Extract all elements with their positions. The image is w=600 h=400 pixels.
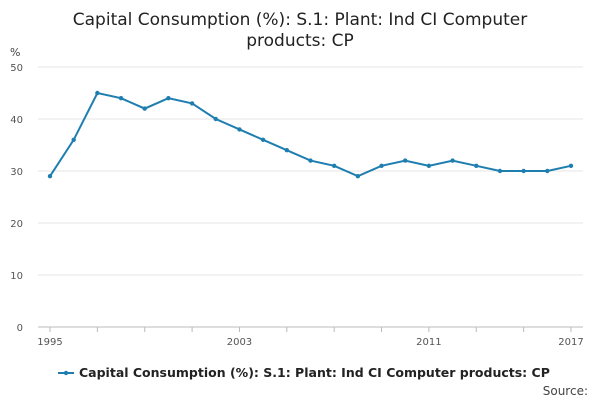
data-point-2005 <box>284 148 290 153</box>
gridlines <box>38 66 583 276</box>
series-line-0 <box>49 91 572 178</box>
y-tick-label-10: 10 <box>10 271 23 282</box>
data-point-2007 <box>331 163 337 168</box>
data-point-2014 <box>497 168 503 174</box>
legend[interactable]: Capital Consumption (%): S.1: Plant: Ind… <box>58 365 550 380</box>
x-tick-label-2003: 2003 <box>227 337 252 348</box>
data-point-2003 <box>237 127 242 132</box>
series-layer <box>47 90 574 179</box>
chart-title-line-1: Capital Consumption (%): S.1: Plant: Ind… <box>73 10 527 30</box>
y-tick-label-50: 50 <box>10 63 23 74</box>
data-point-2002 <box>213 116 218 122</box>
data-point-1999 <box>142 106 147 111</box>
x-axis: 1995 2003 2011 2017 <box>37 326 584 348</box>
data-point-2017 <box>568 163 574 168</box>
y-tick-label-40: 40 <box>10 115 23 126</box>
data-point-1996 <box>71 137 76 142</box>
y-tick-label-30: 30 <box>10 167 23 178</box>
data-point-2000 <box>166 96 171 101</box>
data-point-2016 <box>545 168 550 174</box>
x-tick-label-2011: 2011 <box>416 337 441 348</box>
data-point-2006 <box>308 158 313 163</box>
data-point-1998 <box>118 96 124 101</box>
data-point-2009 <box>379 163 384 168</box>
y-tick-label-0: 0 <box>17 323 23 334</box>
x-tick-label-1995: 1995 <box>37 337 62 348</box>
y-axis-unit-label: % <box>10 46 20 59</box>
source-label: Source: <box>543 384 588 398</box>
data-point-2010 <box>403 158 408 163</box>
data-point-1995 <box>47 174 53 179</box>
data-point-2015 <box>521 168 526 174</box>
data-point-2011 <box>426 163 432 168</box>
data-point-2001 <box>189 101 195 106</box>
data-point-2004 <box>260 137 266 142</box>
data-point-2012 <box>450 158 455 163</box>
legend-label: Capital Consumption (%): S.1: Plant: Ind… <box>79 365 550 380</box>
data-point-2013 <box>474 163 479 168</box>
y-axis-ticks: 0 10 20 30 40 50 <box>10 63 23 334</box>
chart-title-line-2: products: CP <box>246 31 354 51</box>
data-point-1997 <box>95 90 100 96</box>
data-point-2008 <box>355 174 361 179</box>
x-tick-label-2017: 2017 <box>558 337 583 348</box>
y-tick-label-20: 20 <box>10 219 23 230</box>
legend-marker-swatch <box>63 370 69 376</box>
